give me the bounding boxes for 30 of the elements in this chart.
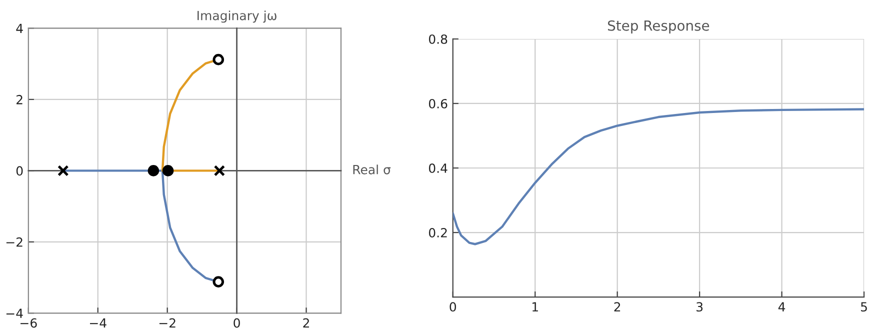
- x-axis-title: Real σ: [353, 164, 391, 174]
- x-tick-label: 4: [778, 302, 786, 312]
- x-tick-label: 5: [861, 302, 867, 312]
- y-tick-label: 4: [16, 24, 23, 33]
- point: [212, 276, 224, 288]
- y-tick-label: 0.2: [428, 228, 447, 238]
- x-tick-label: −6: [20, 318, 37, 328]
- y-axis-title: Imaginary jω: [198, 10, 276, 23]
- y-tick-label: 0.6: [428, 98, 448, 108]
- point: [214, 165, 226, 176]
- x-tick-label: −4: [90, 318, 106, 328]
- x-tick-label: 1: [532, 302, 538, 312]
- x-tick-label: 0: [450, 302, 456, 312]
- x-tick-label: 2: [614, 302, 620, 312]
- y-tick-label: 0.4: [428, 163, 448, 173]
- point: [148, 165, 160, 176]
- chart-title: Step Response: [608, 20, 710, 34]
- y-tick-label: −2: [6, 237, 22, 247]
- point: [58, 165, 69, 176]
- x-tick-label: 3: [696, 302, 703, 312]
- x-tick-label: 2: [303, 318, 309, 328]
- y-tick-label: 0.8: [428, 34, 448, 44]
- x-tick-label: 0: [234, 318, 240, 328]
- y-tick-label: −4: [6, 308, 23, 318]
- line-series: [452, 108, 864, 246]
- point: [162, 165, 174, 176]
- y-tick-label: 0: [16, 166, 23, 176]
- y-tick-label: 2: [16, 94, 22, 104]
- x-tick-label: −2: [159, 318, 176, 328]
- point: [212, 54, 224, 66]
